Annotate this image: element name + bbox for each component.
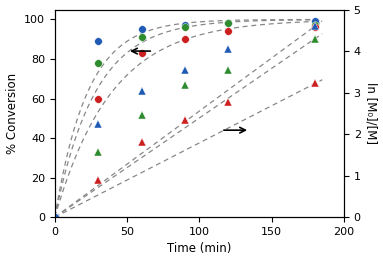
Y-axis label: ln [M₀]/[M]: ln [M₀]/[M] bbox=[365, 82, 377, 144]
Y-axis label: % Conversion: % Conversion bbox=[6, 73, 18, 154]
X-axis label: Time (min): Time (min) bbox=[167, 242, 232, 256]
